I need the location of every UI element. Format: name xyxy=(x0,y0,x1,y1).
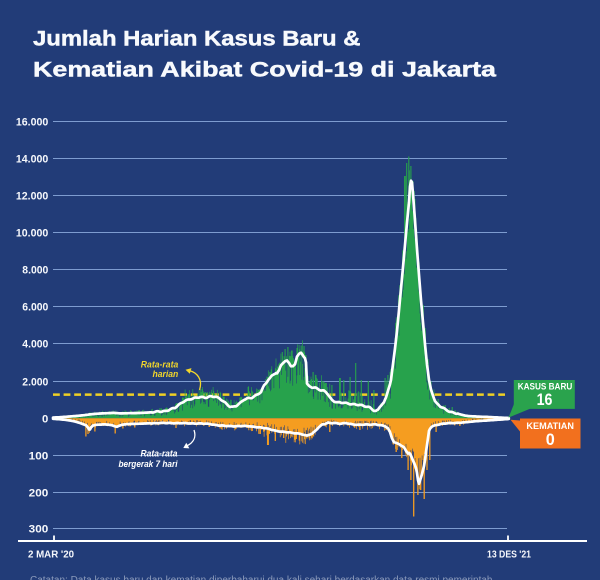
svg-text:Catatan: Data kasus baru dan k: Catatan: Data kasus baru dan kematian di… xyxy=(30,575,493,580)
svg-text:16.000: 16.000 xyxy=(16,117,48,129)
svg-text:Jumlah Harian Kasus Baru &: Jumlah Harian Kasus Baru & xyxy=(33,27,361,51)
svg-text:10.000: 10.000 xyxy=(16,228,48,240)
svg-text:13 DES '21: 13 DES '21 xyxy=(487,549,531,560)
svg-text:300: 300 xyxy=(29,524,49,536)
svg-text:Rata-rata: Rata-rata xyxy=(141,359,179,369)
svg-text:200: 200 xyxy=(29,488,49,500)
svg-text:2 MAR '20: 2 MAR '20 xyxy=(28,549,74,560)
svg-text:8.000: 8.000 xyxy=(22,265,48,277)
svg-text:KEMATIAN: KEMATIAN xyxy=(526,421,574,431)
svg-text:100: 100 xyxy=(29,451,49,463)
svg-text:4.000: 4.000 xyxy=(22,339,48,351)
svg-text:Rata-rata: Rata-rata xyxy=(141,449,178,459)
svg-text:KASUS BARU: KASUS BARU xyxy=(518,381,573,391)
svg-text:Kematian Akibat Covid-19 di Ja: Kematian Akibat Covid-19 di Jakarta xyxy=(33,58,497,82)
svg-text:6.000: 6.000 xyxy=(22,302,48,314)
svg-text:bergerak 7 hari: bergerak 7 hari xyxy=(119,459,178,469)
svg-text:harian: harian xyxy=(153,369,179,379)
svg-text:0: 0 xyxy=(546,431,555,449)
svg-text:12.000: 12.000 xyxy=(16,191,48,203)
svg-text:16: 16 xyxy=(537,391,553,409)
svg-text:14.000: 14.000 xyxy=(16,154,48,166)
svg-text:0: 0 xyxy=(42,413,48,425)
svg-text:2.000: 2.000 xyxy=(22,377,48,389)
